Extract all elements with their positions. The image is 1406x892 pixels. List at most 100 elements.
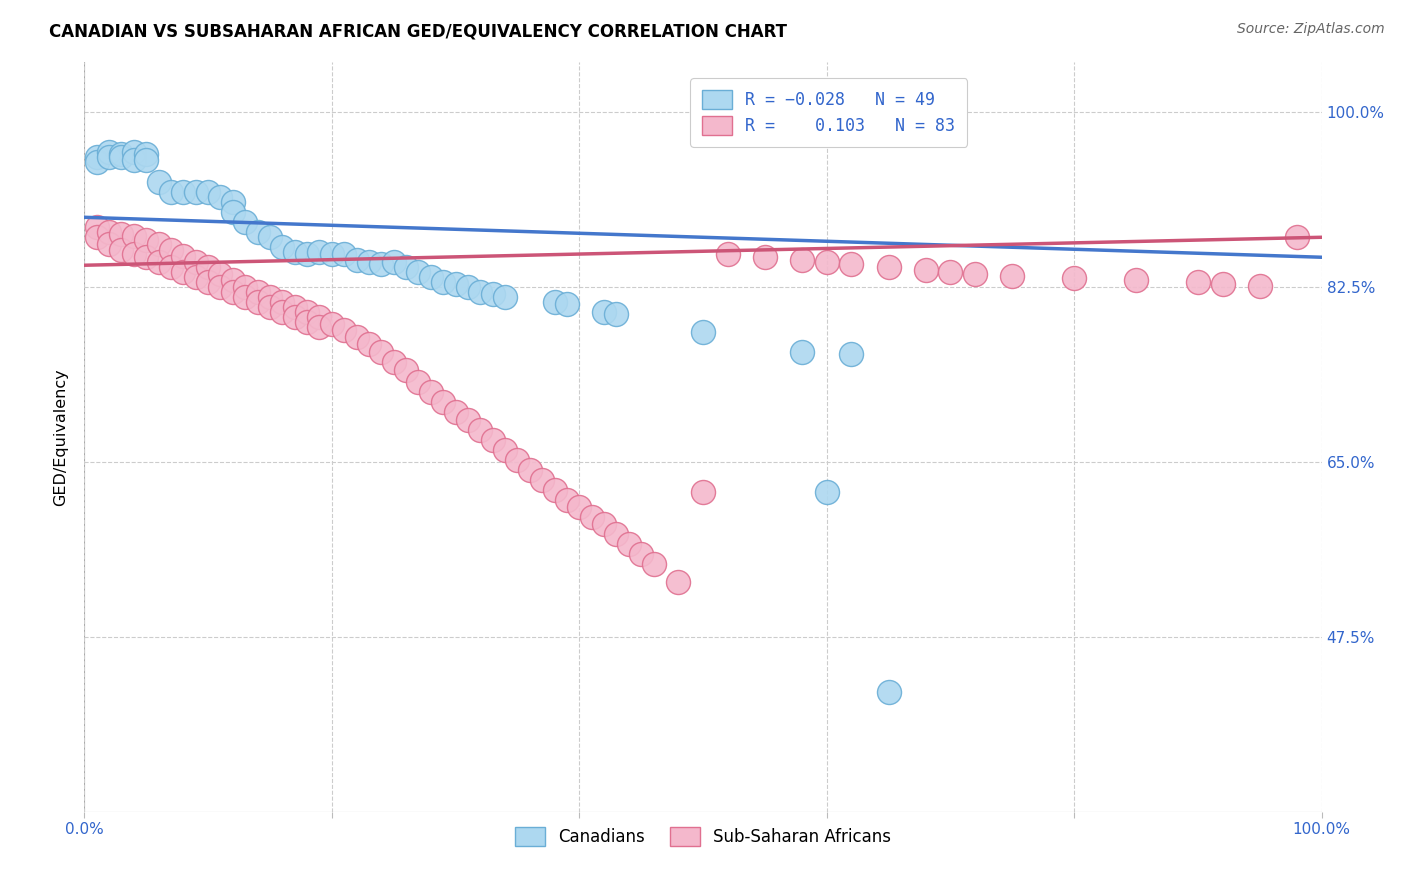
Point — [284, 245, 307, 260]
Point — [197, 186, 219, 200]
Point — [259, 300, 281, 314]
Point — [457, 280, 479, 294]
Point — [581, 510, 603, 524]
Point — [86, 150, 108, 164]
Point — [1249, 279, 1271, 293]
Point — [222, 195, 245, 210]
Point — [135, 233, 157, 247]
Point — [1212, 277, 1234, 292]
Point — [86, 230, 108, 244]
Point — [98, 150, 121, 164]
Point — [419, 385, 441, 400]
Point — [295, 305, 318, 319]
Point — [259, 230, 281, 244]
Point — [815, 255, 838, 269]
Point — [233, 280, 256, 294]
Point — [494, 290, 516, 304]
Point — [370, 345, 392, 359]
Point — [295, 315, 318, 329]
Point — [271, 295, 294, 310]
Point — [259, 290, 281, 304]
Point — [246, 225, 269, 239]
Point — [209, 267, 232, 281]
Point — [1063, 271, 1085, 285]
Point — [419, 270, 441, 285]
Point — [408, 265, 430, 279]
Point — [494, 443, 516, 458]
Point — [308, 245, 330, 260]
Point — [321, 247, 343, 261]
Point — [209, 190, 232, 204]
Point — [98, 225, 121, 239]
Point — [122, 229, 145, 244]
Point — [222, 273, 245, 287]
Point — [692, 325, 714, 339]
Point — [605, 527, 627, 541]
Point — [135, 153, 157, 168]
Text: CANADIAN VS SUBSAHARAN AFRICAN GED/EQUIVALENCY CORRELATION CHART: CANADIAN VS SUBSAHARAN AFRICAN GED/EQUIV… — [49, 22, 787, 40]
Point — [295, 247, 318, 261]
Point — [148, 255, 170, 269]
Point — [754, 250, 776, 264]
Point — [815, 485, 838, 500]
Point — [184, 270, 207, 285]
Point — [939, 265, 962, 279]
Point — [877, 260, 900, 275]
Point — [914, 263, 936, 277]
Point — [790, 253, 813, 268]
Point — [357, 255, 380, 269]
Point — [284, 300, 307, 314]
Point — [357, 337, 380, 351]
Point — [841, 257, 863, 271]
Point — [222, 205, 245, 219]
Point — [209, 280, 232, 294]
Point — [1125, 273, 1147, 287]
Text: Source: ZipAtlas.com: Source: ZipAtlas.com — [1237, 22, 1385, 37]
Point — [395, 363, 418, 377]
Point — [246, 295, 269, 310]
Point — [271, 240, 294, 254]
Point — [470, 285, 492, 300]
Point — [233, 290, 256, 304]
Point — [370, 257, 392, 271]
Point — [877, 685, 900, 699]
Point — [148, 175, 170, 189]
Point — [86, 220, 108, 235]
Point — [321, 317, 343, 331]
Point — [481, 287, 503, 301]
Point — [382, 355, 405, 369]
Point — [98, 237, 121, 252]
Point — [519, 463, 541, 477]
Point — [122, 153, 145, 168]
Point — [98, 145, 121, 160]
Point — [122, 145, 145, 160]
Point — [432, 395, 454, 409]
Point — [246, 285, 269, 300]
Point — [717, 247, 740, 261]
Point — [543, 295, 565, 310]
Point — [197, 260, 219, 275]
Point — [568, 500, 591, 514]
Point — [308, 310, 330, 325]
Point — [593, 516, 616, 531]
Point — [408, 375, 430, 389]
Point — [617, 537, 640, 551]
Point — [555, 493, 578, 508]
Point — [1001, 269, 1024, 284]
Y-axis label: GED/Equivalency: GED/Equivalency — [53, 368, 69, 506]
Point — [333, 323, 356, 337]
Point — [122, 247, 145, 261]
Point — [395, 260, 418, 275]
Point — [346, 253, 368, 268]
Point — [692, 485, 714, 500]
Point — [444, 277, 467, 292]
Point — [172, 265, 194, 279]
Point — [135, 147, 157, 161]
Point — [110, 147, 132, 161]
Point — [284, 310, 307, 325]
Point — [555, 297, 578, 311]
Point — [1187, 275, 1209, 289]
Point — [1285, 230, 1308, 244]
Point — [233, 215, 256, 229]
Point — [172, 186, 194, 200]
